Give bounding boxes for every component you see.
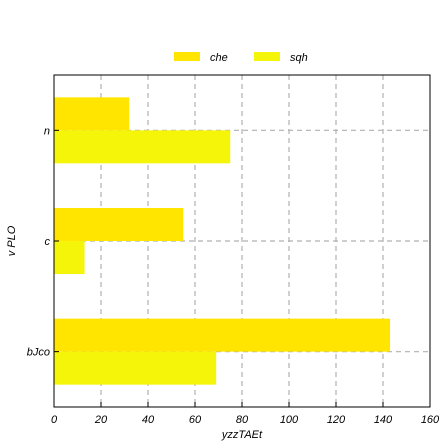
bar-che-c <box>54 208 184 241</box>
bar-sqh-c <box>54 241 85 274</box>
bar-che-bJco <box>54 318 391 352</box>
x-tick-label: 100 <box>280 414 299 426</box>
x-axis-ticks: 0 20 40 60 80 100 120 140 160 <box>51 402 440 426</box>
y-axis-ticks: bJco c n <box>27 125 59 359</box>
bar-sqh-n <box>54 130 231 164</box>
x-tick-label: 120 <box>327 414 346 426</box>
x-tick-label: 20 <box>94 414 108 426</box>
y-tick-label: bJco <box>27 347 50 359</box>
y-axis-title: v PLO <box>6 225 18 256</box>
legend: che sqh <box>174 52 308 64</box>
bars <box>54 97 391 385</box>
x-axis-title: yzzTAEt <box>221 429 263 441</box>
x-tick-label: 140 <box>374 414 393 426</box>
x-tick-label: 60 <box>189 414 202 426</box>
legend-label-sqh: sqh <box>290 52 308 64</box>
bar-che-n <box>54 97 130 131</box>
x-tick-label: 80 <box>236 414 249 426</box>
legend-swatch-sqh <box>254 52 280 61</box>
y-tick-label: n <box>44 125 50 137</box>
legend-label-che: che <box>210 52 228 64</box>
x-tick-label: 40 <box>142 414 155 426</box>
y-tick-label: c <box>45 236 51 248</box>
x-tick-label: 0 <box>51 414 58 426</box>
bar-sqh-bJco <box>54 351 217 385</box>
legend-swatch-che <box>174 52 200 61</box>
x-tick-label: 160 <box>421 414 440 426</box>
